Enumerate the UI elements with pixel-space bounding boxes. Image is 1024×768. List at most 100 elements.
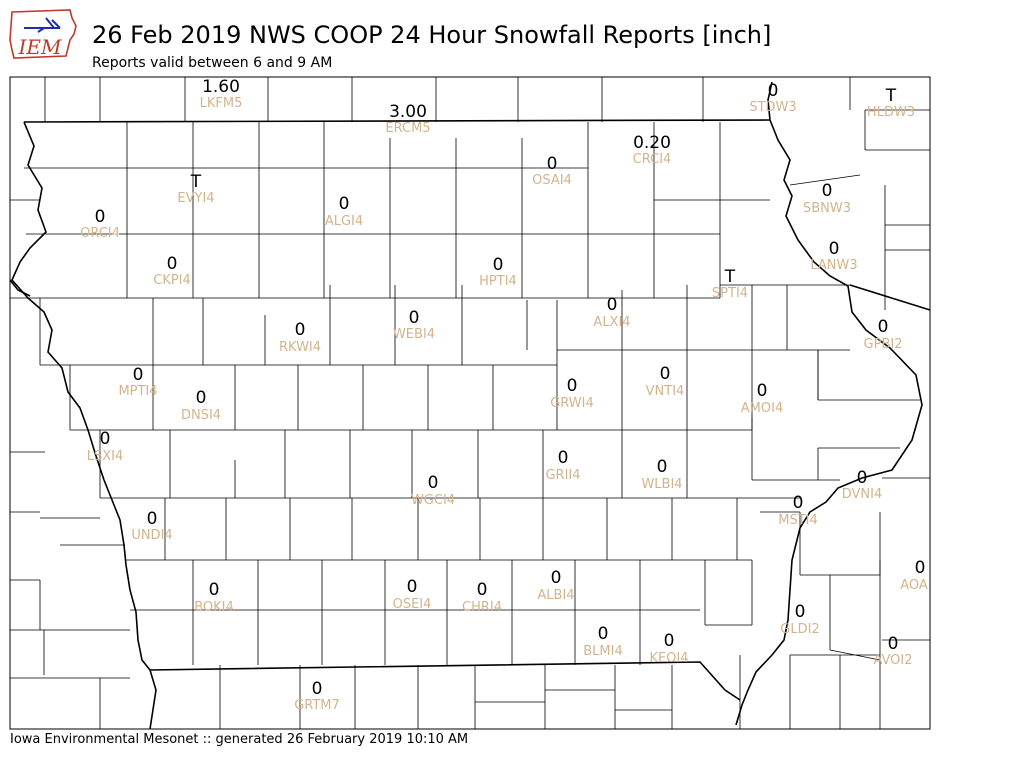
snowfall-value: 0 [312,679,323,699]
station-id: OSAI4 [532,173,572,188]
map-frame [9,76,931,730]
station-stdw3: 0 STDW3 [749,81,796,115]
iowa-border-east [735,81,923,726]
iowa-border-north [23,119,771,123]
station-id: ALBI4 [537,588,574,603]
station-amoi4: 0 AMOI4 [741,381,783,416]
station-id: RKWI4 [279,340,321,355]
map-subtitle: Reports valid between 6 and 9 AM [92,55,333,71]
snowfall-value: 0.20 [633,133,671,153]
snowfall-value: 0 [757,381,768,401]
station-gldi2: 0 GLDI2 [780,602,819,637]
station-rkwi4: 0 RKWI4 [279,320,321,355]
wind-barb-icon [24,17,61,33]
map-footer: Iowa Environmental Mesonet :: generated … [10,732,469,747]
snowfall-value: 0 [598,624,609,644]
snowfall-value: 0 [558,448,569,468]
station-id: LKFM5 [200,96,243,111]
snowfall-value: T [724,267,736,287]
station-sbnw3: 0 SBNW3 [803,181,851,216]
station-id: AMOI4 [741,401,783,416]
station-id: WEBI4 [393,327,435,342]
station-id: SBNW3 [803,201,851,216]
snowfall-value: 0 [888,634,899,654]
snowfall-value: 0 [657,457,668,477]
station-id: CKPI4 [153,273,191,288]
station-alxi4: 0 ALXI4 [593,295,630,330]
snowfall-value: 0 [768,81,779,101]
iem-logo: IEM [9,9,77,59]
station-id: ERCM5 [385,121,430,136]
station-dnsi4: 0 DNSI4 [181,388,221,423]
station-gpbi2: 0 GPBI2 [864,317,903,352]
station-reports: 1.60 LKFM5 0 STDW3 T HLDW3 3.00 ERCM5 0.… [80,77,928,713]
station-id: LSXI4 [87,449,124,464]
snowfall-value: 1.60 [202,77,240,97]
station-id: LANW3 [810,258,857,273]
station-hpti4: 0 HPTI4 [479,255,517,289]
snowfall-value: 0 [493,255,504,275]
snowfall-value: 0 [295,320,306,340]
station-lanw3: 0 LANW3 [810,239,857,273]
snowfall-value: 0 [793,493,804,513]
station-wgci4: 0 WGCI4 [411,473,455,508]
station-undi4: 0 UNDI4 [131,509,172,543]
snowfall-value: 0 [339,194,350,214]
station-id: UNDI4 [131,528,172,543]
station-id: EVYI4 [177,191,214,206]
station-id: ALGI4 [325,214,363,229]
station-algi4: 0 ALGI4 [325,194,363,229]
station-id: MSTI4 [778,513,818,528]
station-id: HLDW3 [867,105,915,120]
station-hldw3: T HLDW3 [867,86,915,120]
station-lkfm5: 1.60 LKFM5 [200,77,243,111]
snowfall-value: 0 [567,376,578,396]
station-id: HPTI4 [479,274,517,289]
snowfall-value: 0 [133,365,144,385]
snowfall-value: 0 [878,317,889,337]
station-id: ORCI4 [80,226,120,241]
station-ckpi4: 0 CKPI4 [153,254,191,288]
snowfall-value: 0 [477,580,488,600]
station-albi4: 0 ALBI4 [537,568,574,603]
snowfall-value: 0 [428,473,439,493]
station-id: DVNI4 [842,487,883,502]
county-lines [10,77,930,729]
station-id: BOKI4 [194,600,234,615]
logo-text: IEM [18,35,63,59]
minnesota-wisconsin-line [849,284,931,311]
snowfall-value: T [885,86,897,106]
snowfall-value: 0 [547,154,558,174]
snowfall-value: 0 [607,295,618,315]
station-osai4: 0 OSAI4 [532,154,572,188]
station-lsxi4: 0 LSXI4 [87,429,124,464]
station-spti4: T SPTI4 [712,267,748,301]
station-webi4: 0 WEBI4 [393,308,435,342]
station-grii4: 0 GRII4 [545,448,580,483]
station-ercm5: 3.00 ERCM5 [385,102,430,136]
station-avoi2: 0 AVOI2 [873,634,912,668]
iowa-outline-icon [9,9,77,59]
snowfall-value: 0 [167,254,178,274]
iowa-border-south [149,661,741,701]
station-id: VNTI4 [646,384,685,399]
snowfall-value: 0 [822,181,833,201]
station-id: AVOI2 [873,653,912,668]
station-id: WGCI4 [411,493,455,508]
snowfall-value: 0 [660,364,671,384]
station-id: GRWI4 [550,396,594,411]
snowfall-value: 0 [209,580,220,600]
snowfall-value: 0 [857,468,868,488]
station-blmi4: 0 BLMI4 [583,624,622,659]
station-crci4: 0.20 CRCI4 [633,133,672,167]
station-id: STDW3 [749,100,796,115]
station-evyi4: T EVYI4 [177,172,214,206]
station-chri4: 0 CHRI4 [462,580,502,615]
station-grtm7: 0 GRTM7 [294,679,340,713]
station-msti4: 0 MSTI4 [778,493,818,528]
station-grwi4: 0 GRWI4 [550,376,594,411]
snowfall-value: 0 [95,207,106,227]
station-id: ALXI4 [593,315,630,330]
snowfall-value: 0 [915,558,926,578]
station-id: GLDI2 [780,622,819,637]
